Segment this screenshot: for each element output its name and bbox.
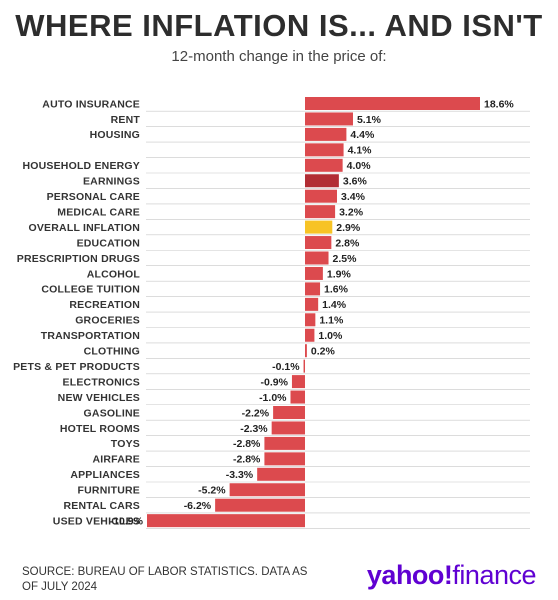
value-label: 4.1% bbox=[348, 145, 373, 157]
chart-subtitle: 12-month change in the price of: bbox=[171, 48, 387, 65]
value-label: 1.6% bbox=[324, 284, 349, 296]
source-note: SOURCE: BUREAU OF LABOR STATISTICS. DATA… bbox=[22, 566, 308, 593]
bar-groceries bbox=[305, 313, 316, 327]
value-label: 3.2% bbox=[339, 206, 364, 218]
bar-airfare bbox=[264, 452, 305, 466]
value-label: 1.0% bbox=[318, 330, 343, 342]
category-label: CLOTHING bbox=[84, 346, 140, 358]
value-label: 2.8% bbox=[335, 237, 360, 249]
value-label: 5.1% bbox=[357, 114, 382, 126]
category-label: EARNINGS bbox=[83, 176, 140, 188]
bar-overall-inflation bbox=[305, 220, 333, 234]
value-label: 1.9% bbox=[327, 268, 352, 280]
bar-auto-insurance bbox=[305, 97, 480, 110]
category-label: TOYS bbox=[111, 438, 140, 450]
category-label: EDUCATION bbox=[77, 237, 140, 249]
bar-earnings bbox=[305, 174, 339, 188]
bar-pets-pet-products bbox=[303, 359, 305, 373]
bar-rent bbox=[305, 112, 353, 126]
category-label: MEDICAL CARE bbox=[57, 206, 140, 218]
category-label: RENT bbox=[111, 114, 141, 126]
bar-housing bbox=[305, 127, 347, 141]
category-label: TRANSPORTATION bbox=[41, 330, 140, 342]
value-label: -0.1% bbox=[272, 361, 300, 373]
value-label: 3.4% bbox=[341, 191, 366, 203]
bar-household-energy bbox=[305, 158, 343, 172]
category-label: APPLIANCES bbox=[70, 469, 140, 481]
value-label: 3.6% bbox=[343, 176, 368, 188]
category-label: HOUSING bbox=[90, 129, 140, 141]
bar-hotel-rooms bbox=[271, 421, 305, 435]
category-label: NEW VEHICLES bbox=[58, 392, 140, 404]
bar-new-vehicles bbox=[290, 390, 305, 404]
category-label: USED VEHICLES bbox=[53, 515, 140, 527]
bar-chart: AUTO INSURANCE 18.6% RENT 5.1% HOUSING 4.4% 4.… bbox=[13, 97, 530, 529]
value-label: -2.8% bbox=[233, 438, 261, 450]
bar-furniture bbox=[229, 483, 305, 497]
category-label: GASOLINE bbox=[84, 407, 140, 419]
bar-unlabeled bbox=[305, 143, 344, 157]
value-label: 1.1% bbox=[319, 315, 344, 327]
value-label: 2.9% bbox=[336, 222, 361, 234]
category-label: AIRFARE bbox=[93, 454, 141, 466]
bar-recreation bbox=[305, 297, 319, 311]
value-label: -5.2% bbox=[198, 485, 226, 497]
value-label: -2.2% bbox=[242, 407, 270, 419]
yahoo-finance-logo: yahoo!finance bbox=[366, 560, 537, 590]
category-label: COLLEGE TUITION bbox=[41, 284, 140, 296]
category-label: RECREATION bbox=[69, 299, 140, 311]
category-label: HOUSEHOLD ENERGY bbox=[22, 160, 140, 172]
bar-prescription-drugs bbox=[305, 251, 329, 265]
category-label: RENTAL CARS bbox=[64, 500, 140, 512]
category-label: PETS & PET PRODUCTS bbox=[13, 361, 140, 373]
value-label: -1.0% bbox=[259, 392, 287, 404]
bar-alcohol bbox=[305, 266, 323, 280]
value-label: 18.6% bbox=[484, 98, 514, 110]
value-label: 2.5% bbox=[333, 253, 358, 265]
chart-title: WHERE INFLATION IS... AND ISN'T bbox=[15, 8, 543, 43]
bar-medical-care bbox=[305, 205, 336, 219]
value-label: -0.9% bbox=[261, 376, 289, 388]
category-label: HOTEL ROOMS bbox=[60, 423, 140, 435]
value-label: -6.2% bbox=[184, 500, 212, 512]
value-label: -10.9% bbox=[110, 515, 144, 527]
value-label: 0.2% bbox=[311, 346, 336, 358]
value-label: 4.0% bbox=[347, 160, 372, 172]
category-label: ALCOHOL bbox=[87, 268, 141, 280]
category-label: FURNITURE bbox=[78, 485, 140, 497]
category-label: GROCERIES bbox=[75, 315, 140, 327]
bar-used-vehicles bbox=[147, 514, 305, 528]
value-label: -2.8% bbox=[233, 454, 261, 466]
value-label: 4.4% bbox=[350, 129, 375, 141]
category-label: ELECTRONICS bbox=[63, 376, 140, 388]
bar-education bbox=[305, 236, 332, 250]
category-label: PERSONAL CARE bbox=[47, 191, 140, 203]
category-label: PRESCRIPTION DRUGS bbox=[17, 253, 140, 265]
bar-toys bbox=[264, 436, 305, 450]
category-label: OVERALL INFLATION bbox=[28, 222, 140, 234]
bar-clothing bbox=[305, 344, 307, 358]
value-label: -3.3% bbox=[226, 469, 254, 481]
value-label: -2.3% bbox=[240, 423, 268, 435]
bar-personal-care bbox=[305, 189, 337, 203]
bar-transportation bbox=[305, 328, 315, 342]
bar-electronics bbox=[291, 375, 305, 389]
category-label: AUTO INSURANCE bbox=[42, 98, 140, 110]
bar-gasoline bbox=[273, 406, 305, 419]
bar-rental-cars bbox=[215, 498, 305, 512]
bar-appliances bbox=[257, 467, 305, 481]
value-label: 1.4% bbox=[322, 299, 347, 311]
bar-college-tuition bbox=[305, 282, 321, 296]
